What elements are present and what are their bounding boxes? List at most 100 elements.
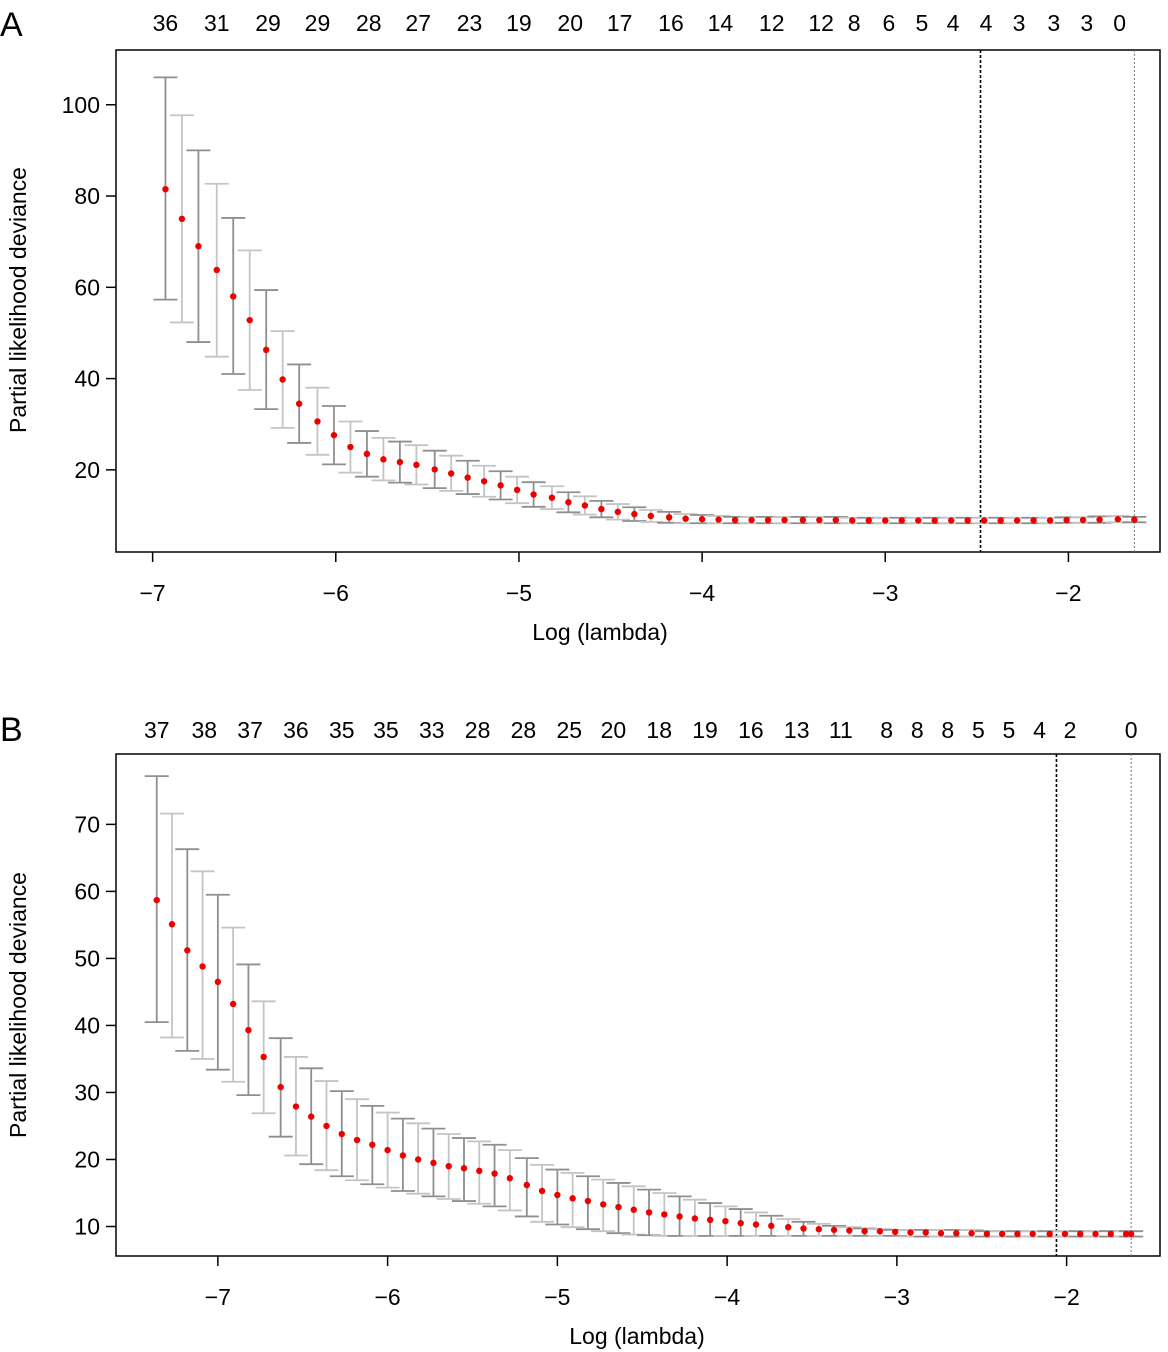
deviance-point <box>347 443 354 451</box>
deviance-point <box>785 1223 792 1231</box>
y-tick-label: 10 <box>74 1214 100 1240</box>
deviance-point <box>953 1230 960 1237</box>
top-axis-count-label: 0 <box>1125 717 1138 743</box>
deviance-point <box>647 512 655 520</box>
deviance-point <box>353 1136 361 1144</box>
deviance-point <box>195 243 202 250</box>
deviance-point <box>292 1103 300 1110</box>
deviance-point <box>600 1201 607 1208</box>
deviance-point <box>948 517 955 524</box>
deviance-point <box>915 517 922 524</box>
deviance-point <box>384 1146 391 1154</box>
deviance-point <box>1014 1230 1021 1238</box>
deviance-point <box>715 516 722 523</box>
deviance-point <box>460 1165 468 1172</box>
deviance-point <box>849 517 856 524</box>
deviance-point <box>363 450 371 458</box>
deviance-point <box>506 1175 514 1182</box>
deviance-point <box>414 1156 422 1163</box>
deviance-point <box>229 1000 237 1008</box>
deviance-point <box>931 517 938 524</box>
deviance-point <box>698 515 706 523</box>
top-axis-count-label: 14 <box>708 10 734 36</box>
deviance-point <box>1030 517 1037 524</box>
deviance-point <box>722 1217 729 1225</box>
deviance-point <box>480 478 488 485</box>
deviance-point <box>184 947 191 954</box>
top-axis-count-label: 6 <box>883 10 896 36</box>
deviance-point <box>1061 1230 1069 1238</box>
deviance-point <box>830 1226 838 1234</box>
deviance-point <box>598 505 605 513</box>
top-axis-count-label: 4 <box>980 10 993 36</box>
deviance-point <box>530 491 537 498</box>
deviance-point <box>968 1230 975 1237</box>
y-tick-label: 80 <box>74 183 100 209</box>
deviance-point <box>168 921 176 928</box>
deviance-point <box>565 499 572 506</box>
deviance-point <box>513 486 521 494</box>
x-tick-label: −2 <box>1055 580 1081 606</box>
top-axis-count-label: 8 <box>848 10 861 36</box>
top-axis-count-label: 5 <box>915 10 928 36</box>
panel-b-label: B <box>0 711 23 749</box>
deviance-point <box>431 466 438 473</box>
top-axis-count-label: 38 <box>191 717 217 743</box>
top-axis-count-label: 4 <box>1033 717 1046 743</box>
deviance-point <box>323 1122 330 1130</box>
deviance-point <box>314 418 321 425</box>
x-tick-label: −2 <box>1054 1284 1080 1310</box>
top-axis-count-label: 28 <box>356 10 382 36</box>
deviance-point <box>260 1053 267 1061</box>
deviance-point <box>491 1170 498 1177</box>
deviance-point <box>815 1225 822 1233</box>
deviance-point <box>882 517 889 524</box>
deviance-point <box>1063 516 1070 524</box>
panel-a-xlabel: Log (lambda) <box>532 619 668 645</box>
deviance-point <box>338 1130 345 1138</box>
deviance-point <box>661 1211 668 1218</box>
panel-b-ylabel: Partial likelihood deviance <box>5 872 31 1138</box>
deviance-point <box>584 1197 592 1205</box>
deviance-point <box>676 1213 683 1220</box>
top-axis-count-label: 16 <box>658 10 684 36</box>
deviance-point <box>369 1141 376 1148</box>
deviance-point <box>464 474 471 481</box>
top-axis-count-label: 19 <box>506 10 532 36</box>
deviance-point <box>1079 516 1087 524</box>
deviance-point <box>330 431 338 439</box>
deviance-point <box>1127 1230 1135 1238</box>
deviance-point <box>997 517 1004 524</box>
deviance-point <box>538 1187 546 1195</box>
deviance-point <box>768 1222 775 1230</box>
deviance-point <box>246 316 253 324</box>
top-axis-count-label: 5 <box>972 717 985 743</box>
deviance-point <box>548 494 556 501</box>
deviance-point <box>846 1227 853 1234</box>
deviance-point <box>178 215 186 223</box>
deviance-point <box>630 1206 637 1213</box>
deviance-point <box>554 1191 561 1199</box>
top-axis-count-label: 25 <box>556 717 582 743</box>
y-tick-label: 20 <box>74 1146 100 1172</box>
top-axis-count-label: 2 <box>1064 717 1077 743</box>
deviance-point <box>245 1026 252 1034</box>
panel-a-frame <box>115 49 1161 553</box>
deviance-point <box>865 517 872 524</box>
deviance-point <box>731 516 739 524</box>
deviance-point <box>279 376 286 383</box>
deviance-point <box>380 456 387 463</box>
top-axis-count-label: 35 <box>373 717 399 743</box>
deviance-point <box>1131 516 1138 523</box>
top-axis-count-label: 20 <box>557 10 583 36</box>
deviance-point <box>891 1228 899 1236</box>
top-axis-count-label: 0 <box>1113 10 1126 36</box>
top-axis-count-label: 36 <box>153 10 179 36</box>
top-axis-count-label: 28 <box>511 717 537 743</box>
top-axis-count-label: 12 <box>759 10 785 36</box>
deviance-point <box>1029 1230 1036 1238</box>
panel-b-xlabel: Log (lambda) <box>569 1323 705 1349</box>
